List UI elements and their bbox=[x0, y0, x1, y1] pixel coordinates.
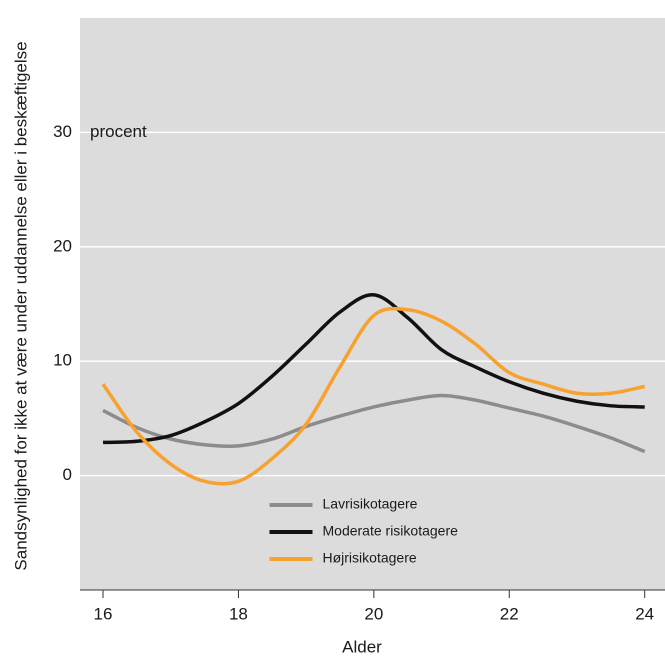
legend-label: Højrisikotagere bbox=[323, 550, 417, 566]
y-axis-label: Sandsynlighed for ikke at være under udd… bbox=[11, 41, 30, 570]
y-tick-label: 10 bbox=[53, 351, 72, 370]
x-tick-label: 16 bbox=[94, 604, 113, 623]
plot-background bbox=[80, 18, 665, 590]
y-tick-label: 0 bbox=[63, 465, 72, 484]
legend-label: Lavrisikotagere bbox=[323, 496, 418, 512]
series-line bbox=[101, 306, 646, 486]
legend-label: Moderate risikotagere bbox=[323, 523, 459, 539]
x-axis-label: Alder bbox=[342, 637, 382, 656]
x-tick-label: 18 bbox=[229, 604, 248, 623]
series-line bbox=[102, 293, 645, 445]
x-tick-label: 20 bbox=[364, 604, 383, 623]
y-tick-label: 20 bbox=[53, 236, 72, 255]
y-tick-label: 30 bbox=[53, 122, 72, 141]
x-tick-label: 24 bbox=[635, 604, 654, 623]
x-tick-label: 22 bbox=[500, 604, 519, 623]
annotation: procent bbox=[90, 122, 147, 141]
series-line bbox=[102, 393, 646, 454]
